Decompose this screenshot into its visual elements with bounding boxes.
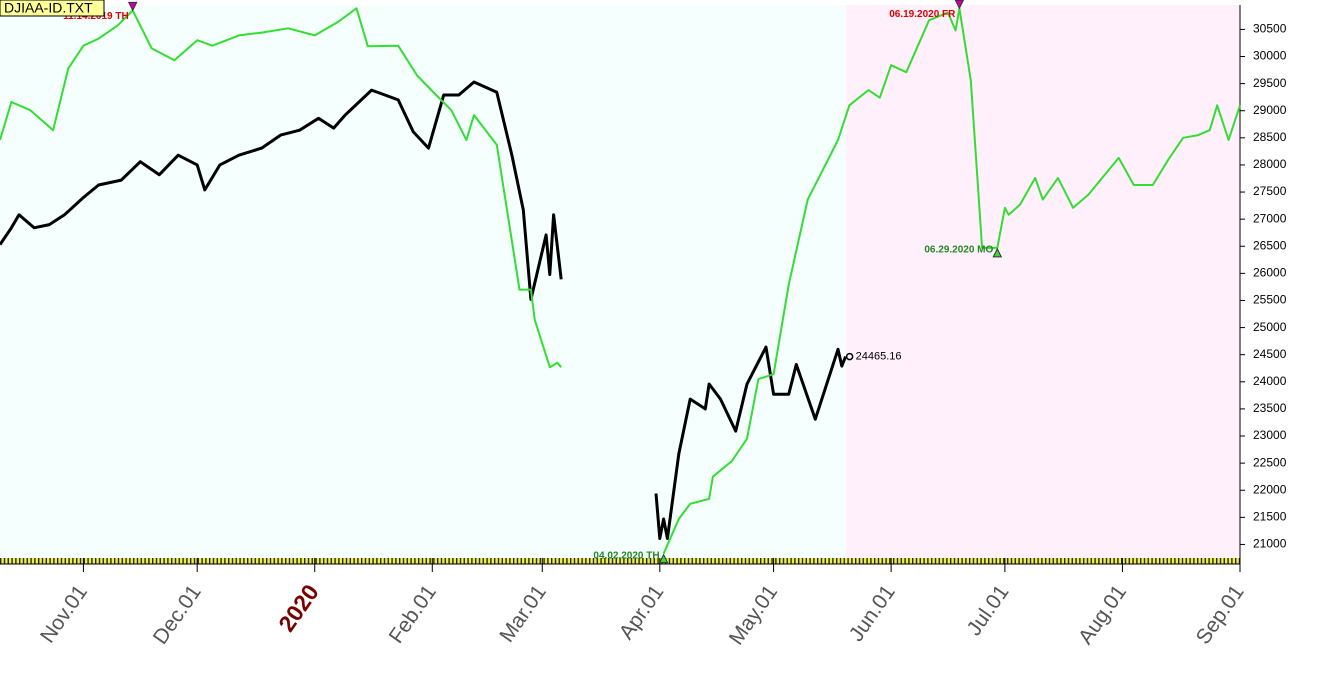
y-tick-label: 29500 (1253, 76, 1287, 90)
series-line (0, 80, 847, 540)
trough-label: 06.29.2020 MO (924, 245, 993, 256)
history-zone (0, 5, 846, 558)
x-tick-label: Mar.01 (495, 581, 551, 647)
peak-label: 06.19.2020 FR (889, 9, 956, 20)
x-tick-label: Dec.01 (149, 581, 206, 649)
projection-zone (845, 5, 1240, 558)
y-tick-label: 26500 (1253, 238, 1287, 252)
y-tick-label: 22000 (1253, 482, 1287, 496)
y-tick-label: 25500 (1253, 293, 1287, 307)
title-box (0, 0, 105, 17)
x-tick-label: Apr.01 (615, 581, 669, 644)
y-tick-label: 28000 (1253, 157, 1287, 171)
y-tick-label: 24500 (1253, 347, 1287, 361)
y-tick-label: 21000 (1253, 537, 1287, 551)
x-tick-label: Aug.01 (1074, 581, 1131, 649)
y-tick-label: 23500 (1253, 401, 1287, 415)
y-tick-label: 30000 (1253, 49, 1287, 63)
y-tick-label: 28500 (1253, 130, 1287, 144)
y-tick-label: 25000 (1253, 320, 1287, 334)
y-tick-label: 30500 (1253, 22, 1287, 36)
y-tick-label: 27000 (1253, 211, 1287, 225)
y-tick-label: 23000 (1253, 428, 1287, 442)
y-tick-label: 26000 (1253, 266, 1287, 280)
trough-marker (992, 247, 1003, 258)
trough-marker (658, 553, 669, 564)
y-tick-label: 22500 (1253, 455, 1287, 469)
y-tick-label: 21500 (1253, 510, 1287, 524)
peak-label: 11.14.2019 TH (63, 11, 129, 22)
chart-title: DJIAA-ID.TXT (4, 0, 93, 16)
y-tick-label: 27500 (1253, 184, 1287, 198)
trough-label: 04.02.2020 TH (593, 550, 659, 561)
x-tick-label: Nov.01 (36, 581, 92, 647)
y-tick-label: 29000 (1253, 103, 1287, 117)
last-price-label: 24465.16 (856, 350, 902, 362)
y-tick-label: 24000 (1253, 374, 1287, 388)
background (0, 5, 1240, 558)
x-tick-label: Jul.01 (963, 581, 1014, 640)
x-tick-label: Jun.01 (845, 581, 900, 646)
peak-marker (127, 1, 138, 12)
x-tick-label: Sep.01 (1192, 581, 1249, 649)
x-tick-label: May.01 (725, 581, 782, 649)
x-tick-label: 2020 (273, 579, 324, 636)
x-tick-label: Feb.01 (385, 581, 441, 648)
day-ruler (0, 558, 1240, 564)
peak-marker (954, 0, 965, 10)
last-price-marker (845, 352, 854, 361)
